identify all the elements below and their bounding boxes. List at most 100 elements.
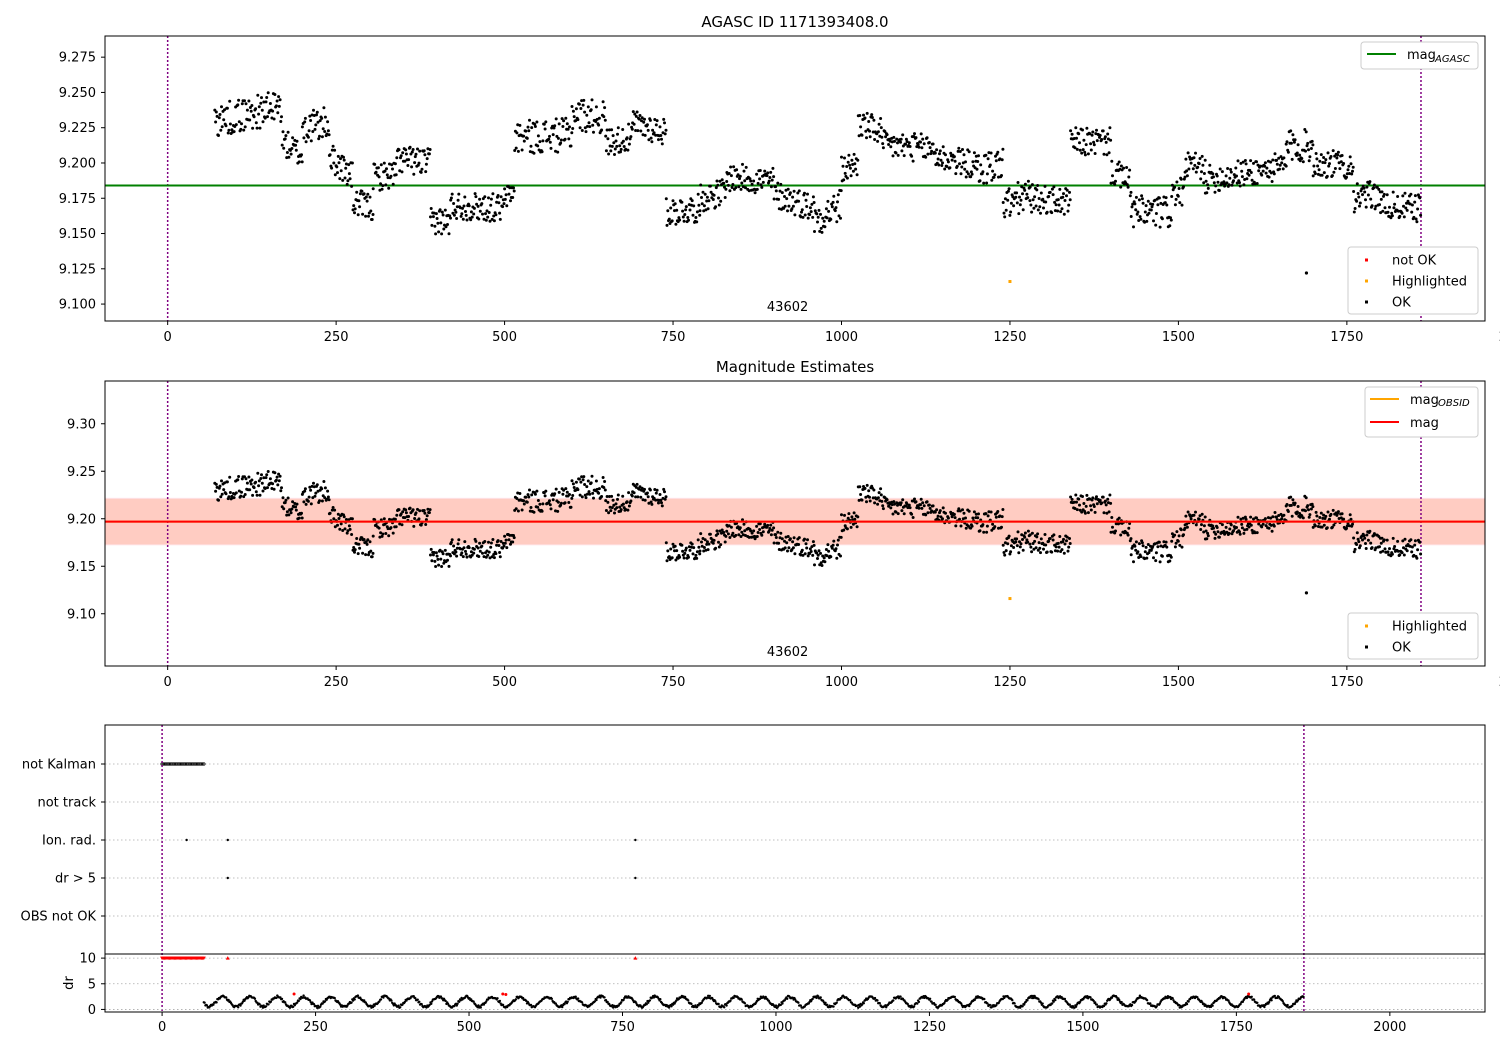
p2-ok-point bbox=[611, 498, 615, 502]
p2-ok-point bbox=[1143, 550, 1147, 554]
p1-ok-point bbox=[1238, 184, 1242, 188]
p1-ok-point bbox=[750, 182, 754, 186]
dr-point bbox=[599, 996, 602, 999]
p1-ok-point bbox=[300, 160, 304, 164]
p1-ok-point bbox=[1009, 201, 1013, 205]
p1-ok-point bbox=[243, 125, 247, 129]
p2-ok-point bbox=[455, 554, 459, 558]
p1-ok-point bbox=[737, 185, 741, 189]
p2-ok-point bbox=[643, 498, 647, 502]
p2-ok-point bbox=[920, 506, 924, 510]
p1-ok-point bbox=[394, 173, 398, 177]
dr-point bbox=[1187, 1000, 1190, 1003]
p1-ok-point bbox=[930, 149, 934, 153]
p2-ok-point bbox=[312, 481, 315, 485]
p1-ok-point bbox=[373, 162, 377, 166]
p1-ok-point bbox=[921, 137, 925, 141]
p1-ok-point bbox=[285, 156, 289, 160]
p1-ok-point bbox=[1304, 149, 1307, 153]
p1-ok-point bbox=[1018, 203, 1022, 207]
p2-ok-point bbox=[472, 547, 476, 551]
p1-ok-point bbox=[1264, 171, 1268, 175]
p1-ok-point bbox=[1068, 190, 1071, 194]
p1-ok-point bbox=[1035, 188, 1039, 192]
p2-ytick-label: 9.20 bbox=[67, 512, 96, 527]
p2-ok-point bbox=[1152, 556, 1155, 560]
p2-ok-point bbox=[1015, 537, 1019, 541]
p1-ok-point bbox=[364, 214, 368, 218]
p2-ok-point bbox=[816, 557, 819, 560]
p2-ok-point bbox=[563, 501, 567, 505]
p1-ok-point bbox=[1405, 201, 1408, 205]
p2-ok-point bbox=[303, 487, 307, 491]
dr-point bbox=[595, 998, 598, 1002]
p1-ok-point bbox=[1385, 193, 1389, 197]
p1-ok-point bbox=[701, 190, 705, 194]
dr-point bbox=[308, 999, 312, 1002]
p1-ok-point bbox=[1134, 208, 1138, 212]
p1-ok-point bbox=[993, 173, 997, 177]
p1-ok-point bbox=[896, 141, 899, 145]
p1-ok-point bbox=[686, 216, 690, 219]
p1-ok-point bbox=[1208, 163, 1212, 167]
p2-ok-point bbox=[873, 501, 877, 505]
p2-ok-point bbox=[783, 539, 786, 543]
p2-ok-point bbox=[843, 513, 846, 517]
p1-ok-point bbox=[322, 106, 326, 110]
p2-ok-point bbox=[227, 495, 231, 499]
p2-ok-point bbox=[815, 551, 819, 555]
p2-ok-point bbox=[626, 508, 630, 512]
p1-ok-point bbox=[946, 160, 950, 164]
p1-ok-point bbox=[1241, 160, 1245, 164]
p1-ok-point bbox=[1418, 196, 1422, 200]
p1-ok-point bbox=[1307, 148, 1310, 152]
p1-ok-point bbox=[1300, 157, 1304, 160]
p2-ok-point bbox=[603, 480, 607, 483]
p1-ok-point bbox=[671, 199, 675, 203]
p1-ok-point bbox=[548, 134, 551, 138]
p1-ok-point bbox=[303, 116, 307, 120]
p1-ok-point bbox=[518, 123, 522, 127]
p2-ok-point bbox=[367, 553, 370, 557]
p1-ok-point bbox=[696, 192, 700, 196]
p2-ok-point bbox=[673, 544, 677, 548]
p2-ok-point bbox=[701, 537, 705, 540]
p1-ok-point bbox=[1125, 183, 1129, 187]
p1-ok-point bbox=[938, 152, 941, 156]
p1-ok-point bbox=[492, 219, 496, 223]
dr-point bbox=[390, 999, 393, 1002]
p1-legend-agasc-sub: AGASC bbox=[1434, 54, 1470, 65]
p2-ok-point bbox=[522, 502, 526, 506]
p1-ok-point bbox=[223, 108, 226, 112]
p1-ok-point bbox=[1065, 188, 1069, 192]
p1-ok-point bbox=[1402, 215, 1406, 219]
p1-ok-point bbox=[1373, 207, 1377, 211]
p1-ok-point bbox=[1239, 161, 1243, 165]
dr-xtick-label: 1000 bbox=[759, 1020, 792, 1035]
p1-ok-point bbox=[344, 162, 348, 166]
p2-ok-point bbox=[1030, 531, 1034, 535]
p1-ok-point bbox=[647, 138, 651, 142]
p2-ok-point bbox=[1311, 525, 1315, 529]
p2-ok-point bbox=[498, 555, 502, 559]
p2-ok-point bbox=[936, 514, 940, 518]
p1-ok-point bbox=[1084, 143, 1088, 147]
dr-point bbox=[1068, 1003, 1071, 1006]
p1-ok-point bbox=[484, 212, 487, 216]
p1-ok-point bbox=[851, 169, 855, 173]
p2-ok-point bbox=[810, 545, 814, 549]
p1-ok-point bbox=[257, 112, 261, 116]
p1-ok-point bbox=[1249, 171, 1253, 174]
p2-ok-point bbox=[1306, 504, 1310, 508]
dr-point bbox=[659, 998, 662, 1001]
p2-ok-point bbox=[1403, 537, 1407, 541]
p1-ok-point bbox=[816, 215, 820, 219]
p1-ok-point bbox=[240, 102, 244, 106]
p1-ok-point bbox=[1073, 146, 1077, 150]
p1-ok-point bbox=[1169, 218, 1173, 222]
p2-ok-point bbox=[958, 509, 962, 513]
p1-ok-point bbox=[1265, 166, 1269, 170]
p1-ok-point bbox=[667, 217, 671, 221]
p2-ok-point bbox=[1289, 495, 1293, 499]
